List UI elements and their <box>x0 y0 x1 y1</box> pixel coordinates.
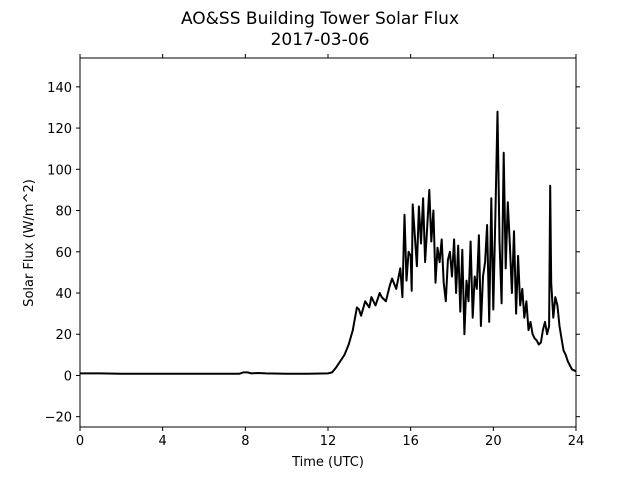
y-tick-label: 40 <box>55 287 72 302</box>
y-tick-label: 140 <box>47 81 72 96</box>
y-tick-label: 80 <box>55 205 72 220</box>
x-tick-label: 16 <box>402 434 419 449</box>
solar-flux-series-line <box>80 110 577 375</box>
x-tick-label: 12 <box>320 434 337 449</box>
y-tick-label: 120 <box>47 122 72 137</box>
plot-area: 0 4 8 12 16 20 24 −20 0 20 40 60 80 100 120 140 <box>45 54 585 449</box>
x-tick-label: 20 <box>485 434 502 449</box>
x-tick-label: 24 <box>568 434 585 449</box>
y-tick-label: 0 <box>64 369 72 384</box>
y-tick-label: −20 <box>45 411 72 426</box>
y-axis-label: Solar Flux (W/m^2) <box>22 179 37 307</box>
y-tick-label: 100 <box>47 163 72 178</box>
chart-subtitle: 2017-03-06 <box>271 30 370 50</box>
x-tick-label: 0 <box>76 434 84 449</box>
x-tick-label: 4 <box>159 434 167 449</box>
y-tick-label: 20 <box>55 328 72 343</box>
x-tick-label: 8 <box>241 434 249 449</box>
data-layer <box>80 110 577 375</box>
y-tick-label: 60 <box>55 246 72 261</box>
chart-title: AO&SS Building Tower Solar Flux <box>181 9 459 29</box>
x-axis-label: Time (UTC) <box>291 455 364 470</box>
axis-ticks: 0 4 8 12 16 20 24 −20 0 20 40 60 80 100 120 140 <box>45 54 585 449</box>
